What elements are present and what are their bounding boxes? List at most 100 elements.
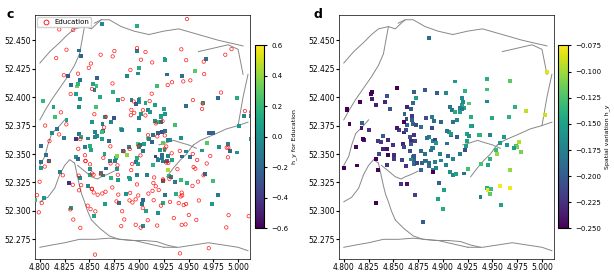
Point bbox=[435, 152, 445, 156]
Point bbox=[516, 150, 526, 154]
Point bbox=[200, 172, 209, 176]
Point bbox=[376, 139, 386, 144]
Point bbox=[406, 142, 416, 147]
Point bbox=[371, 103, 381, 107]
Point bbox=[138, 149, 148, 153]
Point bbox=[442, 141, 452, 146]
Point bbox=[134, 142, 144, 147]
Point bbox=[408, 122, 418, 126]
Point bbox=[184, 213, 194, 217]
Point bbox=[165, 200, 175, 204]
Point bbox=[409, 162, 419, 166]
Point bbox=[93, 76, 103, 80]
Point bbox=[382, 163, 392, 167]
Point bbox=[188, 165, 198, 169]
Point bbox=[406, 157, 416, 162]
Point bbox=[76, 176, 85, 181]
Point bbox=[406, 139, 416, 144]
Point bbox=[358, 137, 368, 142]
Point bbox=[36, 166, 46, 170]
Point bbox=[147, 91, 157, 96]
Point bbox=[90, 130, 100, 134]
Point bbox=[52, 127, 62, 131]
Point bbox=[254, 149, 264, 153]
Point bbox=[476, 195, 486, 199]
Point bbox=[204, 131, 214, 135]
Point bbox=[39, 196, 49, 201]
Point bbox=[435, 181, 445, 185]
Point bbox=[173, 167, 182, 171]
Point bbox=[80, 159, 90, 163]
Point bbox=[66, 83, 76, 87]
Point bbox=[181, 202, 191, 206]
Point bbox=[456, 106, 465, 110]
Point bbox=[126, 108, 136, 112]
Point bbox=[174, 201, 184, 205]
Point bbox=[168, 158, 177, 163]
Point bbox=[164, 174, 174, 178]
Point bbox=[126, 98, 136, 103]
Point bbox=[175, 149, 185, 153]
Point bbox=[45, 159, 55, 163]
Point bbox=[487, 116, 497, 120]
Point bbox=[125, 191, 135, 195]
Point bbox=[158, 141, 168, 145]
Point bbox=[107, 185, 117, 190]
Point bbox=[36, 144, 46, 148]
Point bbox=[75, 97, 85, 101]
Point bbox=[157, 130, 167, 135]
Point bbox=[441, 162, 451, 167]
Point bbox=[408, 101, 418, 105]
Point bbox=[44, 159, 54, 163]
Point bbox=[134, 97, 144, 102]
Point bbox=[134, 97, 144, 101]
Point bbox=[72, 157, 82, 161]
Point bbox=[429, 168, 438, 172]
Point bbox=[73, 71, 83, 76]
Point bbox=[156, 115, 166, 119]
Point bbox=[106, 144, 115, 148]
Point bbox=[167, 151, 177, 156]
Point bbox=[190, 69, 200, 73]
Point bbox=[141, 50, 150, 54]
Point bbox=[424, 164, 434, 168]
Point bbox=[399, 120, 409, 124]
Point bbox=[160, 57, 169, 62]
Point bbox=[200, 72, 209, 76]
Point bbox=[259, 192, 269, 197]
Point bbox=[397, 182, 406, 187]
Point bbox=[119, 148, 128, 153]
Point bbox=[134, 66, 144, 70]
Point bbox=[104, 139, 114, 144]
Point bbox=[416, 124, 426, 129]
Point bbox=[408, 118, 418, 122]
Point bbox=[177, 193, 187, 198]
Point bbox=[125, 68, 135, 72]
Point bbox=[375, 152, 384, 156]
Point bbox=[420, 87, 430, 92]
Point bbox=[98, 173, 108, 178]
Point bbox=[56, 110, 66, 115]
Point bbox=[419, 219, 429, 224]
Point bbox=[483, 188, 492, 193]
Point bbox=[86, 61, 96, 66]
Point bbox=[147, 140, 157, 145]
Point bbox=[15, 204, 25, 208]
Point bbox=[413, 161, 422, 165]
Point bbox=[378, 134, 388, 138]
Point bbox=[192, 218, 201, 222]
Point bbox=[115, 201, 125, 205]
Point bbox=[322, 138, 332, 143]
Point bbox=[106, 161, 115, 166]
Point bbox=[457, 103, 467, 107]
Point bbox=[96, 172, 106, 176]
Point bbox=[150, 119, 160, 123]
Point bbox=[84, 66, 94, 70]
Point bbox=[402, 182, 412, 186]
Point bbox=[124, 175, 134, 180]
Point bbox=[125, 198, 134, 203]
Point bbox=[429, 119, 439, 123]
Point bbox=[246, 137, 255, 141]
Point bbox=[223, 213, 233, 217]
Point bbox=[459, 100, 468, 104]
